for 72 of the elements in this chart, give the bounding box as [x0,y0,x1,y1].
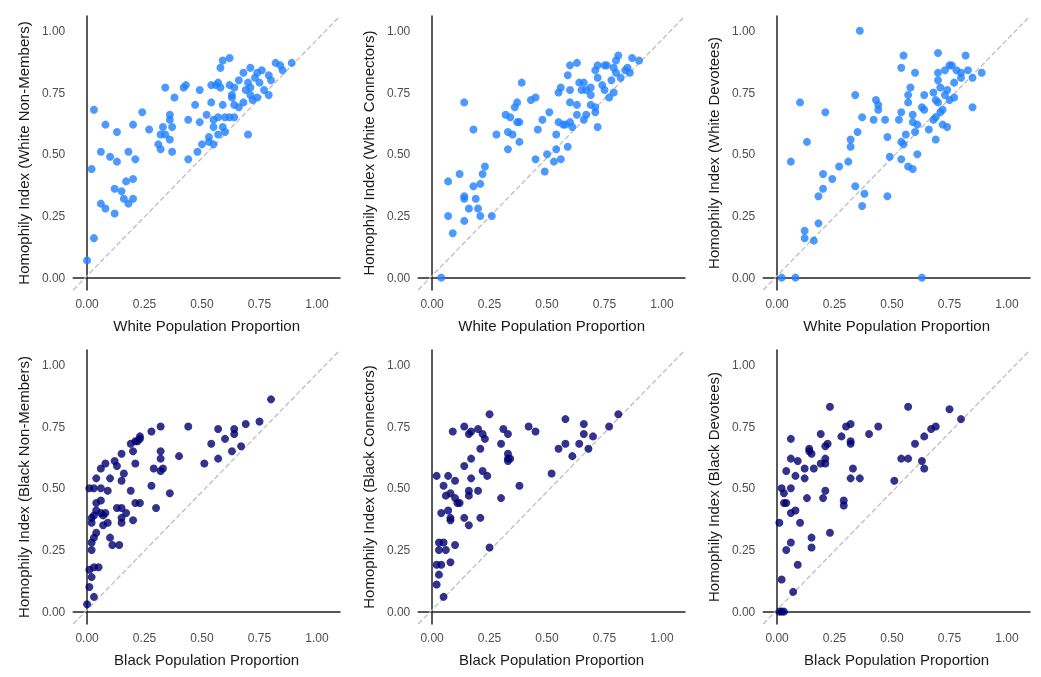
x-tick-label: 0.00 [765,297,790,311]
x-tick-label: 0.00 [420,297,445,311]
y-tick-label: 0.00 [41,604,66,619]
y-axis-title: Homophily Index (White Non-Members) [15,21,32,285]
x-tick-label: 0.75 [937,297,962,311]
y-tick-label: 0.75 [41,85,66,100]
y-axis-title: Homophily Index (White Connectors) [360,30,377,276]
x-tick-label: 1.00 [995,297,1020,311]
x-axis-title: Black Population Proportion [459,651,645,668]
y-tick-label: 0.75 [386,85,411,100]
x-tick-label: 0.75 [592,631,617,645]
y-tick-label: 0.25 [386,542,411,557]
x-tick-label: 0.50 [190,297,215,311]
x-tick-label: 1.00 [650,297,675,311]
x-tick-label: 0.50 [190,631,215,645]
x-axis-title: White Population Proportion [113,317,301,334]
y-tick-label: 0.50 [41,481,66,496]
x-axis-title: White Population Proportion [803,317,991,334]
y-axis-title: Homophily Index (White Devotees) [705,37,722,269]
y-tick-label: 0.25 [386,208,411,223]
y-tick-label: 0.00 [731,270,756,285]
x-tick-label: 0.25 [822,631,847,645]
y-axis-title: Homophily Index (Black Non-Members) [15,356,32,618]
x-axis-title: White Population Proportion [458,317,646,334]
x-tick-label: 0.00 [420,631,445,645]
x-tick-label: 0.25 [477,297,502,311]
y-tick-label: 1.00 [731,357,756,372]
y-tick-label: 1.00 [386,23,411,38]
x-tick-label: 0.75 [247,297,272,311]
y-tick-label: 0.00 [41,270,66,285]
y-tick-label: 0.50 [731,481,756,496]
x-tick-label: 0.25 [822,297,847,311]
y-tick-label: 0.25 [41,208,66,223]
x-axis-title: Black Population Proportion [114,651,300,668]
y-tick-label: 0.25 [41,542,66,557]
x-tick-label: 0.00 [75,297,100,311]
y-tick-label: 0.50 [41,147,66,162]
x-tick-label: 0.75 [937,631,962,645]
y-tick-label: 1.00 [731,23,756,38]
x-tick-label: 0.25 [132,297,157,311]
x-tick-label: 0.25 [132,631,157,645]
y-tick-label: 0.00 [386,604,411,619]
x-tick-label: 0.50 [880,297,905,311]
y-tick-label: 0.50 [731,147,756,162]
x-tick-label: 0.25 [477,631,502,645]
y-tick-label: 0.75 [731,85,756,100]
x-tick-label: 1.00 [650,631,675,645]
y-tick-label: 0.50 [386,147,411,162]
y-tick-label: 0.25 [731,208,756,223]
y-tick-label: 0.75 [731,419,756,434]
y-tick-label: 0.75 [41,419,66,434]
x-tick-label: 1.00 [305,631,330,645]
y-tick-label: 1.00 [386,357,411,372]
x-tick-label: 0.75 [592,297,617,311]
y-axis-title: Homophily Index (Black Devotees) [705,371,722,603]
y-tick-label: 1.00 [41,357,66,372]
x-axis-title: Black Population Proportion [804,651,990,668]
y-tick-label: 1.00 [41,23,66,38]
x-tick-label: 0.75 [247,631,272,645]
y-axis-title: Homophily Index (Black Connectors) [360,365,377,609]
y-tick-label: 0.00 [731,604,756,619]
y-tick-label: 0.25 [731,542,756,557]
x-tick-label: 0.00 [75,631,100,645]
x-tick-label: 1.00 [995,631,1020,645]
y-tick-label: 0.50 [386,481,411,496]
x-tick-label: 1.00 [305,297,330,311]
y-tick-label: 0.00 [386,270,411,285]
x-tick-label: 0.50 [535,297,560,311]
x-tick-label: 0.00 [765,631,790,645]
y-tick-label: 0.75 [386,419,411,434]
x-tick-label: 0.50 [880,631,905,645]
x-tick-label: 0.50 [535,631,560,645]
